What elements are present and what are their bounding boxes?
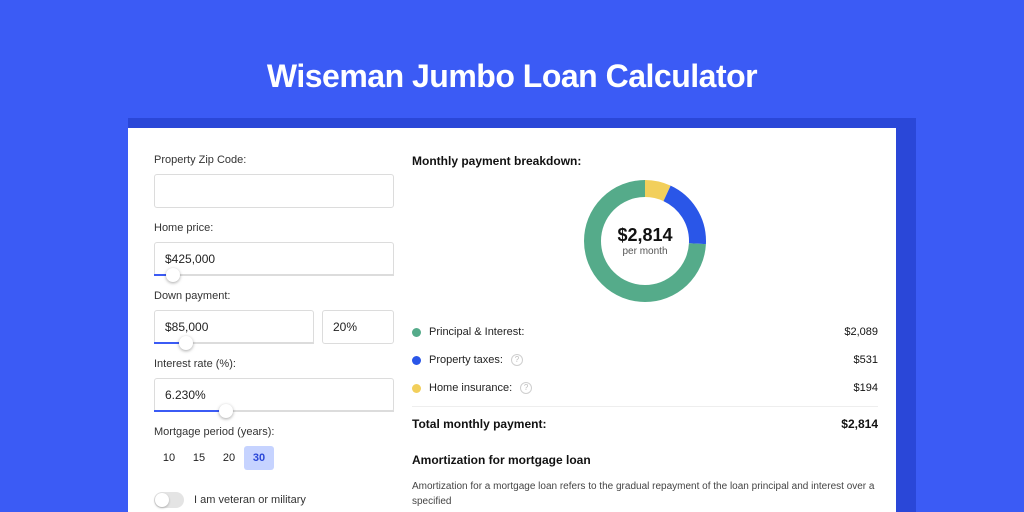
veteran-label: I am veteran or military [194,494,306,506]
mortgage-period-options: 10152030 [154,446,394,470]
down-payment-slider[interactable] [154,342,314,344]
amortization-section: Amortization for mortgage loan Amortizat… [412,453,878,509]
legend-row-ins: Home insurance:? $194 [412,374,878,402]
legend-label-pi: Principal & Interest: [429,326,524,338]
veteran-toggle-row: I am veteran or military [154,492,394,508]
period-option-20[interactable]: 20 [214,446,244,470]
total-value: $2,814 [841,417,878,431]
mortgage-period-label: Mortgage period (years): [154,426,394,438]
slider-thumb[interactable] [219,404,233,418]
home-price-slider[interactable] [154,274,394,276]
home-price-label: Home price: [154,222,394,234]
field-zip: Property Zip Code: [154,154,394,208]
zip-input[interactable] [154,174,394,208]
donut-total-amount: $2,814 [617,225,672,246]
down-payment-percent-input[interactable] [322,310,394,344]
total-label: Total monthly payment: [412,417,546,431]
legend-value-pi: $2,089 [844,326,878,338]
interest-rate-input[interactable] [154,378,394,412]
legend-label-tax: Property taxes: [429,354,503,366]
home-price-input[interactable] [154,242,394,276]
period-option-10[interactable]: 10 [154,446,184,470]
legend-row-tax: Property taxes:? $531 [412,346,878,374]
slider-thumb[interactable] [179,336,193,350]
slider-thumb[interactable] [166,268,180,282]
inputs-column: Property Zip Code: Home price: Down paym… [154,154,394,512]
down-payment-label: Down payment: [154,290,394,302]
field-down-payment: Down payment: [154,290,394,344]
field-mortgage-period: Mortgage period (years): 10152030 [154,426,394,470]
legend-value-ins: $194 [854,382,878,394]
legend-dot-tax [412,356,421,365]
legend-dot-pi [412,328,421,337]
legend-value-tax: $531 [854,354,878,366]
page-title: Wiseman Jumbo Loan Calculator [0,0,1024,95]
donut-chart: $2,814 per month [584,180,706,302]
info-icon[interactable]: ? [511,354,523,366]
veteran-toggle[interactable] [154,492,184,508]
interest-rate-label: Interest rate (%): [154,358,394,370]
donut-total-sub: per month [622,246,667,257]
legend-dot-ins [412,384,421,393]
breakdown-legend: Principal & Interest: $2,089 Property taxe… [412,318,878,402]
zip-label: Property Zip Code: [154,154,394,166]
info-icon[interactable]: ? [520,382,532,394]
field-interest-rate: Interest rate (%): [154,358,394,412]
interest-rate-slider[interactable] [154,410,394,412]
amortization-body: Amortization for a mortgage loan refers … [412,479,878,509]
breakdown-title: Monthly payment breakdown: [412,154,878,168]
calculator-panel: Property Zip Code: Home price: Down paym… [128,128,896,512]
toggle-knob [155,493,169,507]
field-home-price: Home price: [154,222,394,276]
period-option-15[interactable]: 15 [184,446,214,470]
page-background: Wiseman Jumbo Loan Calculator Property Z… [0,0,1024,512]
amortization-title: Amortization for mortgage loan [412,453,878,467]
total-row: Total monthly payment: $2,814 [412,406,878,431]
down-payment-amount-input[interactable] [154,310,314,344]
breakdown-column: Monthly payment breakdown: $2,814 per mo… [412,154,878,512]
donut-chart-wrap: $2,814 per month [412,180,878,302]
donut-center: $2,814 per month [584,180,706,302]
legend-label-ins: Home insurance: [429,382,512,394]
period-option-30[interactable]: 30 [244,446,274,470]
legend-row-pi: Principal & Interest: $2,089 [412,318,878,346]
